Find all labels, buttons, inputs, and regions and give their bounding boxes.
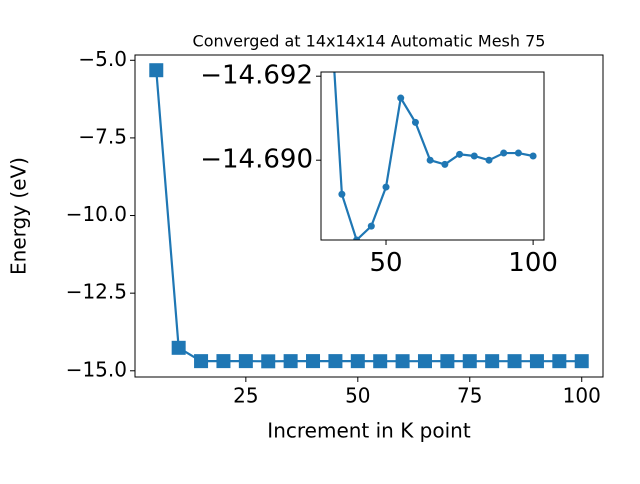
data-point (529, 354, 544, 369)
x-tick-label: 25 (233, 384, 258, 408)
data-point (411, 118, 419, 126)
axes-background (321, 72, 544, 240)
y-tick-label: −7.5 (78, 124, 127, 148)
data-point (456, 150, 464, 158)
y-tick-label: −15.0 (66, 357, 127, 381)
data-point (485, 354, 500, 369)
x-tick-label: 75 (457, 384, 482, 408)
data-point (507, 354, 522, 369)
y-tick-label: −14.690 (200, 145, 313, 175)
data-point (328, 354, 343, 369)
data-point (171, 340, 186, 355)
data-point (500, 149, 508, 157)
data-point (373, 354, 388, 369)
data-point (194, 354, 209, 369)
data-point (353, 236, 361, 240)
y-tick-label: −14.692 (200, 61, 313, 91)
x-axis-label: Increment in K point (267, 419, 471, 443)
data-point (574, 354, 589, 369)
data-point (485, 156, 493, 164)
data-point (261, 354, 276, 369)
data-point (529, 152, 537, 160)
data-point (367, 222, 375, 230)
y-axis-label: Energy (eV) (7, 157, 31, 275)
data-point (470, 152, 478, 160)
data-point (306, 354, 321, 369)
data-point (441, 160, 449, 168)
data-point (395, 354, 410, 369)
y-tick-label: −5.0 (78, 47, 127, 71)
data-point (417, 354, 432, 369)
y-tick-label: −12.5 (66, 280, 127, 304)
data-point (382, 183, 390, 191)
data-point (283, 354, 298, 369)
y-tick-label: −10.0 (66, 202, 127, 226)
chart-title: Converged at 14x14x14 Automatic Mesh 75 (193, 32, 546, 51)
data-point (440, 354, 455, 369)
data-point (238, 354, 253, 369)
data-point (149, 63, 164, 78)
plot-area (333, 72, 537, 240)
plot-area (149, 63, 589, 369)
data-point (462, 354, 477, 369)
data-point (514, 149, 522, 157)
data-point (216, 354, 231, 369)
x-tick-label: 100 (508, 248, 558, 278)
data-point (397, 94, 405, 102)
data-point (552, 354, 567, 369)
data-point (350, 354, 365, 369)
x-tick-label: 50 (369, 248, 402, 278)
data-point (338, 190, 346, 198)
x-tick-label: 50 (345, 384, 370, 408)
x-tick-label: 100 (563, 384, 601, 408)
axes-frame (320, 71, 545, 241)
data-point (426, 156, 434, 164)
